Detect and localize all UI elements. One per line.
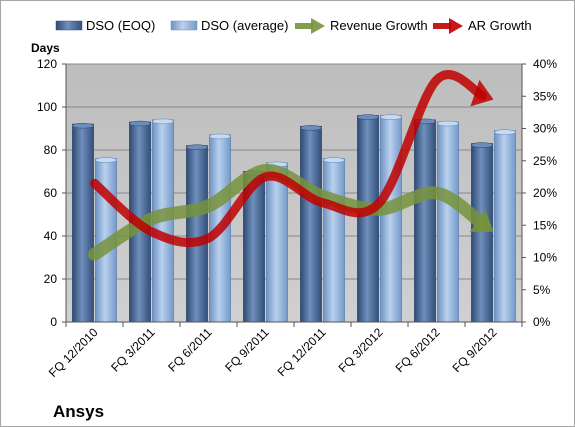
bar-dso-average (437, 120, 459, 323)
right-tick-label: 10% (533, 251, 557, 265)
growth-lines (88, 70, 494, 261)
revenue-growth-line (88, 163, 494, 261)
bar-dso-average (323, 157, 345, 323)
right-tick-label: 25% (533, 154, 557, 168)
company-name: Ansys (53, 402, 104, 421)
ar-growth-line-arrowhead (470, 79, 494, 107)
left-tick-label: 80 (44, 143, 58, 157)
left-tick-label: 0 (50, 315, 57, 329)
bar-dso-eoq (72, 122, 94, 323)
legend-swatch-dso-average (170, 20, 198, 31)
x-tick-label: FQ 3/2011 (108, 325, 158, 375)
bar-dso-average (266, 161, 288, 323)
x-axis-ticks: FQ 12/2010 FQ 3/2011 FQ 6/2011 FQ 9/2011 FQ … (46, 325, 500, 380)
right-tick-label: 20% (533, 186, 557, 200)
left-axis-ticks: 0 20 40 60 80 100 120 (37, 57, 66, 329)
legend-swatch-ar-growth (433, 18, 463, 34)
left-tick-label: 120 (37, 57, 57, 71)
left-tick-label: 40 (44, 229, 58, 243)
bar-dso-average (380, 114, 402, 323)
left-tick-label: 60 (44, 186, 58, 200)
bar-dso-eoq (186, 144, 208, 323)
right-tick-label: 0% (533, 315, 551, 329)
ar-growth-line (90, 70, 494, 248)
x-tick-label: FQ 6/2012 (393, 325, 443, 375)
x-tick-label: FQ 6/2011 (165, 325, 215, 375)
legend-label-dso-eoq: DSO (EOQ) (86, 18, 155, 33)
x-tick-label: FQ 12/2011 (275, 325, 329, 379)
x-tick-label: FQ 9/2011 (222, 325, 272, 375)
right-axis-ticks: 0% 5% 10% 15% 20% 25% 30% 35% 40% (522, 57, 557, 329)
left-tick-label: 20 (44, 272, 58, 286)
bar-dso-eoq (357, 114, 379, 323)
right-tick-label: 40% (533, 57, 557, 71)
x-tick-label: FQ 12/2010 (46, 325, 101, 380)
x-tick-label: FQ 9/2012 (450, 325, 500, 375)
legend-label-revenue-growth: Revenue Growth (330, 18, 428, 33)
right-tick-label: 15% (533, 218, 557, 232)
legend-swatch-revenue-growth (295, 18, 325, 34)
legend-swatch-dso-eoq (55, 20, 83, 31)
legend: DSO (EOQ) DSO (average) Revenue Growth A… (55, 18, 532, 34)
y-axis-title: Days (31, 41, 60, 55)
legend-label-dso-average: DSO (average) (201, 18, 288, 33)
right-tick-label: 30% (533, 122, 557, 136)
revenue-growth-line-arrowhead (469, 209, 494, 233)
bar-dso-eoq (300, 125, 322, 323)
left-tick-label: 100 (37, 100, 57, 114)
bar-dso-eoq (471, 142, 493, 323)
right-tick-label: 35% (533, 89, 557, 103)
bar-dso-average (494, 129, 516, 323)
bar-dso-eoq (414, 118, 436, 323)
right-tick-label: 5% (533, 283, 551, 297)
x-tick-label: FQ 3/2012 (336, 325, 386, 375)
legend-label-ar-growth: AR Growth (468, 18, 532, 33)
